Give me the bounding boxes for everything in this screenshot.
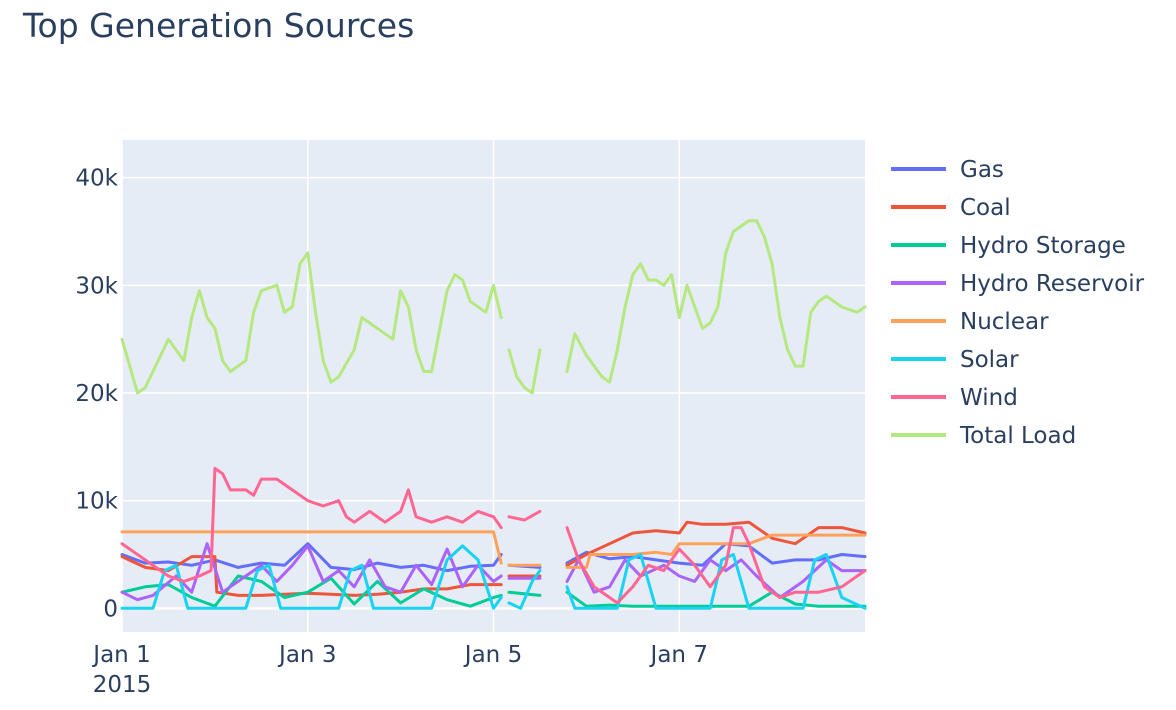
legend-label: Hydro Storage [960, 233, 1126, 259]
legend-item-wind[interactable]: Wind [891, 385, 1018, 411]
x-axis-ticks: Jan 1 2015 Jan 3 Jan 5 Jan 7 [91, 642, 708, 698]
x-tick-label: Jan 1 [91, 642, 150, 668]
x-tick-label: Jan 3 [277, 642, 336, 668]
legend: Gas Coal Hydro Storage Hydro Reservoir Nucle… [891, 157, 1145, 449]
legend-label: Wind [960, 385, 1018, 411]
y-tick-label: 10k [75, 489, 118, 515]
legend-label: Gas [960, 157, 1004, 183]
series-line-hydro-storage [120, 574, 867, 608]
series-line-solar [120, 544, 867, 610]
legend-label: Solar [960, 347, 1019, 373]
legend-label: Nuclear [960, 309, 1049, 335]
legend-item-hydro-storage[interactable]: Hydro Storage [891, 233, 1126, 259]
legend-item-solar[interactable]: Solar [891, 347, 1019, 373]
legend-label: Hydro Reservoir [960, 271, 1145, 297]
legend-item-nuclear[interactable]: Nuclear [891, 309, 1049, 335]
legend-item-total-load[interactable]: Total Load [891, 423, 1076, 449]
x-tick-label: Jan 7 [649, 642, 708, 668]
chart-title: Top Generation Sources [23, 6, 415, 45]
x-tick-sublabel: 2015 [93, 672, 152, 698]
legend-item-hydro-reservoir[interactable]: Hydro Reservoir [891, 271, 1145, 297]
y-tick-label: 20k [75, 381, 118, 407]
series-line-nuclear [120, 530, 867, 569]
legend-label: Total Load [959, 423, 1076, 449]
y-axis-ticks: 0 10k 20k 30k 40k [75, 166, 118, 623]
y-tick-label: 30k [75, 273, 118, 299]
series-line-total-load [120, 219, 867, 395]
series-line-wind [120, 466, 867, 605]
y-tick-label: 40k [75, 166, 118, 192]
legend-item-gas[interactable]: Gas [891, 157, 1004, 183]
x-tick-label: Jan 5 [463, 642, 522, 668]
y-tick-label: 0 [103, 596, 118, 622]
series-lines [120, 219, 867, 610]
legend-item-coal[interactable]: Coal [891, 195, 1011, 221]
legend-label: Coal [960, 195, 1011, 221]
